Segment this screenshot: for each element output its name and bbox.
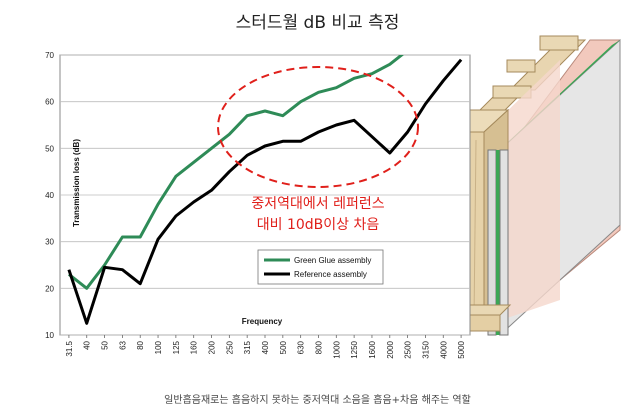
x-tick-label: 2000: [386, 340, 395, 358]
x-tick-label: 4000: [439, 340, 448, 358]
x-tick-label: 315: [243, 340, 252, 354]
legend-label: Green Glue assembly: [294, 256, 371, 265]
x-tick-label: 1600: [368, 340, 377, 358]
x-tick-label: 400: [261, 340, 270, 354]
y-tick-label: 40: [45, 191, 54, 200]
chart-title: 스터드월 dB 비교 측정: [235, 13, 400, 33]
x-tick-label: 630: [297, 340, 306, 354]
legend-box: [257, 249, 384, 285]
annotation-line-1: 중저역대에서 레퍼런스: [251, 196, 384, 212]
x-tick-label: 1000: [332, 340, 341, 358]
x-tick-label: 160: [190, 340, 199, 354]
y-tick-label: 60: [45, 98, 54, 107]
x-tick-label: 31.5: [65, 340, 74, 356]
x-tick-label: 5000: [457, 340, 466, 358]
annotation-line-2: 대비 10dB이상 차음: [257, 217, 380, 233]
x-tick-label: 2500: [404, 340, 413, 358]
y-axis-label: Transmission loss (dB): [72, 139, 81, 227]
y-tick-label: 10: [45, 331, 54, 340]
legend-label: Reference assembly: [294, 270, 367, 279]
x-tick-label: 250: [225, 340, 234, 354]
x-tick-label: 500: [279, 340, 288, 354]
caption: 일반흡음재로는 흡음하지 못하는 중저역대 소음을 흡음+차음 해주는 역할: [164, 395, 471, 406]
x-tick-label: 63: [118, 340, 127, 349]
series-line-reference: [67, 58, 463, 325]
y-tick-label: 70: [45, 51, 54, 60]
x-tick-label: 800: [314, 340, 323, 354]
x-axis-label: Frequency: [242, 317, 283, 326]
x-tick-label: 50: [101, 340, 110, 349]
x-tick-label: 1250: [350, 340, 359, 358]
highlight-ellipse: [217, 66, 419, 188]
x-tick-label: 200: [208, 340, 217, 354]
y-tick-label: 30: [45, 238, 54, 247]
x-tick-label: 3150: [421, 340, 430, 358]
x-tick-label: 80: [136, 340, 145, 349]
x-tick-label: 40: [83, 340, 92, 349]
x-tick-label: 125: [172, 340, 181, 354]
y-tick-label: 50: [45, 144, 54, 153]
x-tick-label: 100: [154, 340, 163, 354]
y-tick-label: 20: [45, 284, 54, 293]
series-line-green-glue: [67, 55, 405, 290]
